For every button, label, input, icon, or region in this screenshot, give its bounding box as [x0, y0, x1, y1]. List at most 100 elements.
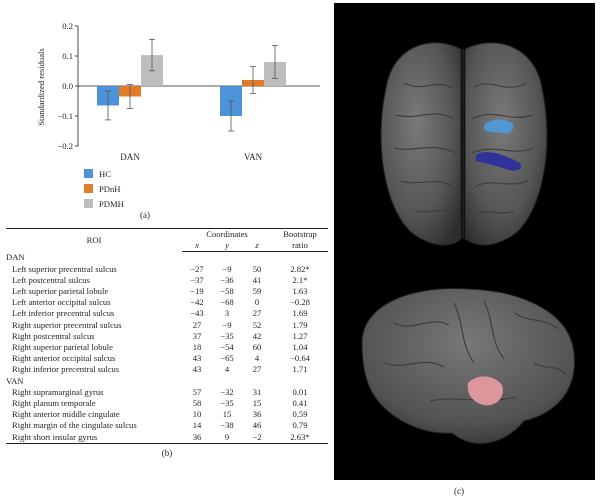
header-roi: ROI: [6, 227, 182, 252]
cell-x: 37: [192, 330, 202, 341]
cell-z: 36: [252, 409, 262, 420]
cell-roi: Right short insular gyrus: [6, 431, 182, 444]
cell-x: −42: [190, 297, 204, 308]
cell-z: 15: [252, 398, 262, 409]
dan-region-light-blue: [484, 119, 514, 134]
van-region-pink: [467, 376, 503, 406]
cell-roi: Right supramarginal gyrus: [12, 386, 104, 397]
cell-y: −9: [222, 319, 232, 330]
roi-table-container: ROI Coordinates Bootstrap x y z ratio DA…: [6, 227, 328, 458]
table-row: Right margin of the cingulate sulcus 14 −3…: [6, 420, 328, 431]
panel-label-a: (a): [140, 210, 150, 220]
cell-x: 18: [192, 342, 202, 353]
cell-z: 59: [252, 286, 262, 297]
roi-table: ROI Coordinates Bootstrap x y z ratio DA…: [6, 227, 328, 444]
cell-z: 46: [252, 420, 262, 431]
lateral-brain-view: [361, 287, 575, 444]
cell-x: −37: [190, 274, 204, 285]
cell-ratio: 0.59: [292, 409, 308, 420]
table-row: Right planum temporale 58 −35 15 0.41: [6, 398, 328, 409]
cell-ratio: −0.28: [290, 297, 310, 308]
cell-z: 27: [252, 364, 262, 375]
cell-y: −35: [220, 330, 234, 341]
cell-y: −54: [220, 342, 234, 353]
cell-y: −58: [220, 286, 234, 297]
cell-y: −35: [220, 398, 234, 409]
cell-x: 36: [182, 431, 212, 444]
cell-x: 10: [192, 409, 202, 420]
header-x: x: [182, 240, 212, 253]
cell-ratio: 1.04: [292, 342, 308, 353]
table-group-row: DAN: [6, 252, 328, 264]
cell-z: 42: [252, 330, 262, 341]
cell-roi: Right inferior precentral sulcus: [12, 364, 120, 375]
cell-roi: Left superior precentral sulcus: [12, 263, 117, 274]
table-group-row: VAN: [6, 376, 328, 387]
category-label: VAN: [244, 152, 263, 162]
brain-render-panel: [334, 3, 595, 480]
cell-x: 27: [192, 319, 202, 330]
y-tick-label: 0.1: [62, 51, 73, 61]
cell-ratio: 1.79: [292, 319, 308, 330]
y-axis-label: Standardized residuals: [36, 48, 46, 126]
chart-axes: 0.2 0.1 0.0 −0.1 −0.2 DAN VAN: [57, 21, 320, 162]
cell-y: −9: [222, 263, 232, 274]
y-tick-label: 0.2: [62, 21, 73, 31]
cell-roi: Right anterior occipital sulcus: [12, 353, 116, 364]
y-tick-label: 0.0: [62, 81, 73, 91]
y-tick-label: −0.2: [57, 141, 73, 151]
header-ratio: ratio: [272, 240, 328, 253]
header-bootstrap: Bootstrap: [272, 228, 328, 241]
legend-label-pdnh: PDnH: [99, 184, 121, 194]
cell-roi: Right superior parietal lobule: [12, 342, 113, 353]
cell-roi: Left superior parietal lobule: [12, 286, 109, 297]
cell-z: 41: [252, 274, 262, 285]
table-row: Right short insular gyrus 36 9 −2 2.63*: [6, 431, 328, 444]
cell-y: −65: [220, 353, 234, 364]
cell-x: −27: [190, 263, 204, 274]
cell-ratio: 0.41: [292, 398, 308, 409]
table-row: Right anterior occipital sulcus 43 −65 4 −0.…: [6, 353, 328, 364]
legend-label-pdmh: PDMH: [99, 199, 124, 209]
cell-x: −43: [190, 308, 204, 319]
cell-x: 43: [192, 364, 202, 375]
cell-ratio: 1.27: [292, 330, 308, 341]
header-y: y: [212, 240, 242, 253]
header-z: z: [242, 240, 272, 253]
cell-y: −38: [220, 420, 234, 431]
roi-table-body: DAN Left superior precentral sulcus −27 −9 5…: [6, 252, 328, 444]
cell-ratio: 0.79: [292, 420, 308, 431]
cell-roi: Right planum temporale: [12, 398, 96, 409]
table-row: Left inferior precentral sulcus −43 3 27 1.6…: [6, 308, 328, 319]
cell-roi: Right margin of the cingulate sulcus: [12, 420, 137, 431]
cell-ratio: 1.69: [292, 308, 308, 319]
y-tick-label: −0.1: [57, 111, 73, 121]
legend-swatch-hc: [84, 169, 93, 178]
cell-ratio: 2.1*: [292, 274, 308, 285]
chart-bars: [97, 39, 286, 132]
cell-z: −2: [242, 431, 272, 444]
cell-roi: Right superior precentral sulcus: [12, 319, 122, 330]
cell-x: 57: [192, 386, 202, 397]
cell-roi: Left anterior occipital sulcus: [12, 297, 111, 308]
group-label: DAN: [6, 252, 25, 263]
cell-ratio: 1.63: [292, 286, 308, 297]
cell-y: −68: [220, 297, 234, 308]
cell-z: 52: [252, 319, 262, 330]
panel-label-c: (c): [454, 486, 464, 496]
cell-ratio: 0.01: [292, 386, 308, 397]
cell-y: 3: [224, 308, 230, 319]
cell-y: 9: [212, 431, 242, 444]
table-row: Left postcentral sulcus −37 −36 41 2.1*: [6, 275, 328, 286]
bar-chart: 0.2 0.1 0.0 −0.1 −0.2 DAN VAN HC PDnH PDMH Stand…: [36, 21, 320, 209]
cell-z: 50: [252, 263, 262, 274]
header-coordinates: Coordinates: [182, 228, 272, 241]
table-row: Left anterior occipital sulcus −42 −68 0 −0.…: [6, 297, 328, 308]
legend-label-hc: HC: [99, 169, 111, 179]
category-label: DAN: [120, 152, 140, 162]
brain-surface-image: [361, 42, 575, 444]
legend-swatch-pdmh: [84, 199, 93, 208]
table-row: Right postcentral sulcus 37 −35 42 1.27: [6, 331, 328, 342]
cell-ratio: 1.71: [292, 364, 308, 375]
table-row: Right superior precentral sulcus 27 −9 52 1.…: [6, 320, 328, 331]
